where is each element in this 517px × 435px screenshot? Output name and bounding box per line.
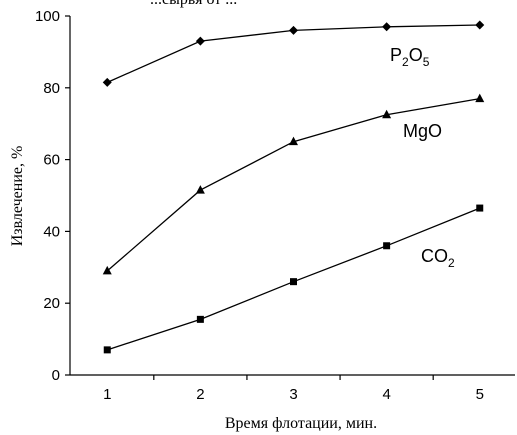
y-tick-label: 20 <box>43 295 60 312</box>
marker-p2o5 <box>382 22 392 32</box>
y-tick-label: 80 <box>43 80 60 97</box>
y-tick-label: 40 <box>43 223 60 240</box>
marker-p2o5 <box>102 77 112 87</box>
marker-mgo <box>475 93 485 103</box>
y-tick-label: 100 <box>35 8 60 25</box>
y-tick-label: 0 <box>52 367 60 384</box>
series-label-p2o5: P2O5 <box>390 45 430 69</box>
marker-mgo <box>102 265 112 275</box>
series-lines <box>106 24 481 351</box>
axis-ticks: 0 20 40 60 80 100 1 2 3 4 5 <box>35 8 484 403</box>
top-caption-fragment: ...сырья от ... <box>150 0 237 8</box>
marker-co2 <box>476 204 484 212</box>
series-label-mgo: MgO <box>403 121 442 141</box>
marker-p2o5 <box>289 25 298 35</box>
marker-co2 <box>383 242 391 250</box>
plot-area: 0 20 40 60 80 100 1 2 3 4 5 <box>35 8 515 403</box>
marker-mgo <box>195 185 205 194</box>
marker-mgo <box>382 109 392 119</box>
marker-co2 <box>103 346 111 354</box>
x-tick-label: 1 <box>103 386 111 403</box>
marker-p2o5 <box>195 36 205 46</box>
marker-co2 <box>290 278 297 286</box>
x-tick-label: 2 <box>196 386 204 403</box>
x-tick-label: 5 <box>476 386 484 403</box>
series-label-p2o5-text: P2O5 <box>390 45 430 69</box>
series-label-co2-text: CO2 <box>421 246 455 270</box>
series-markers <box>102 20 485 354</box>
y-axis-title: Извлечение, % <box>9 146 26 247</box>
x-tick-label: 4 <box>382 386 390 403</box>
marker-mgo <box>289 136 298 146</box>
series-label-co2: CO2 <box>421 246 455 270</box>
x-axis-title: Время флотации, мин. <box>225 415 377 432</box>
x-tick-label: 3 <box>289 386 297 403</box>
y-tick-label: 60 <box>43 152 60 169</box>
marker-co2 <box>196 315 204 323</box>
marker-p2o5 <box>475 20 485 30</box>
